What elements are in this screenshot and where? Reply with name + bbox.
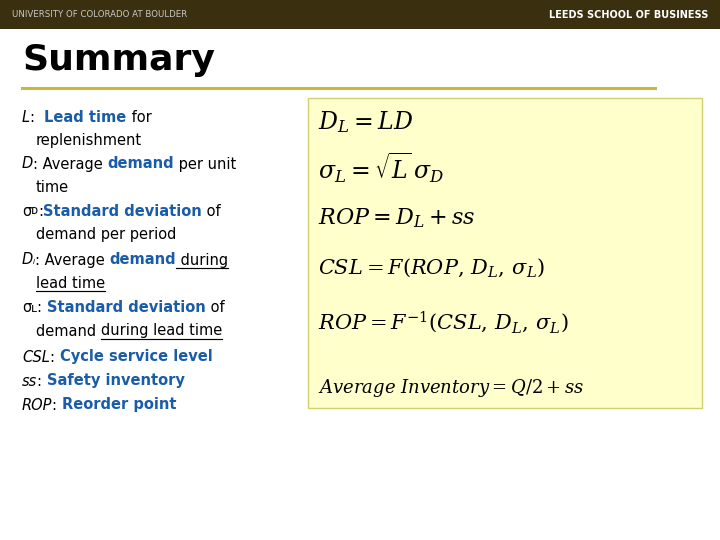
Text: D: D — [22, 253, 33, 267]
FancyBboxPatch shape — [308, 98, 702, 408]
Text: of: of — [206, 300, 225, 315]
Text: demand: demand — [109, 253, 176, 267]
Text: Reorder point: Reorder point — [62, 397, 176, 413]
Text: time: time — [36, 179, 69, 194]
Text: demand: demand — [107, 157, 174, 172]
Text: during: during — [176, 253, 228, 267]
Text: :: : — [38, 204, 43, 219]
Text: $Average\ Inventory = Q/2 + ss$: $Average\ Inventory = Q/2 + ss$ — [318, 377, 585, 399]
Text: Safety inventory: Safety inventory — [47, 374, 185, 388]
Text: ss: ss — [22, 374, 37, 388]
Text: ʟ: ʟ — [31, 301, 37, 314]
Text: $ROP = D_L + ss$: $ROP = D_L + ss$ — [318, 206, 475, 230]
Text: of: of — [202, 204, 221, 219]
Text: during lead time: during lead time — [101, 323, 222, 339]
Text: for: for — [127, 110, 151, 125]
Text: :: : — [50, 349, 60, 364]
Text: :: : — [30, 110, 45, 125]
Text: ₗ: ₗ — [33, 253, 35, 267]
Text: LEEDS SCHOOL OF BUSINESS: LEEDS SCHOOL OF BUSINESS — [549, 10, 708, 19]
Text: Standard deviation: Standard deviation — [47, 300, 206, 315]
Text: $CSL = F(ROP,\,D_L,\,\sigma_L)$: $CSL = F(ROP,\,D_L,\,\sigma_L)$ — [318, 256, 545, 279]
Text: ROP: ROP — [22, 397, 53, 413]
Text: CSL: CSL — [22, 349, 50, 364]
Bar — [0, 0, 720, 29]
Text: :: : — [53, 397, 62, 413]
Text: D: D — [22, 157, 33, 172]
Text: UNIVERSITY OF COLORADO AT BOULDER: UNIVERSITY OF COLORADO AT BOULDER — [12, 10, 187, 19]
Text: $ROP = F^{-1}(CSL,\,D_L,\,\sigma_L)$: $ROP = F^{-1}(CSL,\,D_L,\,\sigma_L)$ — [318, 309, 569, 335]
Text: Cycle service level: Cycle service level — [60, 349, 212, 364]
Text: : Average: : Average — [35, 253, 109, 267]
Text: lead time: lead time — [36, 275, 105, 291]
Text: :: : — [37, 374, 47, 388]
Text: Summary: Summary — [22, 43, 215, 77]
Text: Lead time: Lead time — [45, 110, 127, 125]
Text: $D_L = LD$: $D_L = LD$ — [318, 109, 414, 135]
Text: $\sigma_L = \sqrt{L}\,\sigma_D$: $\sigma_L = \sqrt{L}\,\sigma_D$ — [318, 151, 444, 185]
Text: per unit: per unit — [174, 157, 236, 172]
Text: : Average: : Average — [33, 157, 107, 172]
Text: ᴅ: ᴅ — [31, 205, 38, 218]
Text: L: L — [22, 110, 30, 125]
Text: :: : — [37, 300, 47, 315]
Text: σ: σ — [22, 300, 31, 315]
Text: Standard deviation: Standard deviation — [43, 204, 202, 219]
Text: demand per period: demand per period — [36, 226, 176, 241]
Text: σ: σ — [22, 204, 31, 219]
Text: replenishment: replenishment — [36, 132, 142, 147]
Text: demand: demand — [36, 323, 101, 339]
